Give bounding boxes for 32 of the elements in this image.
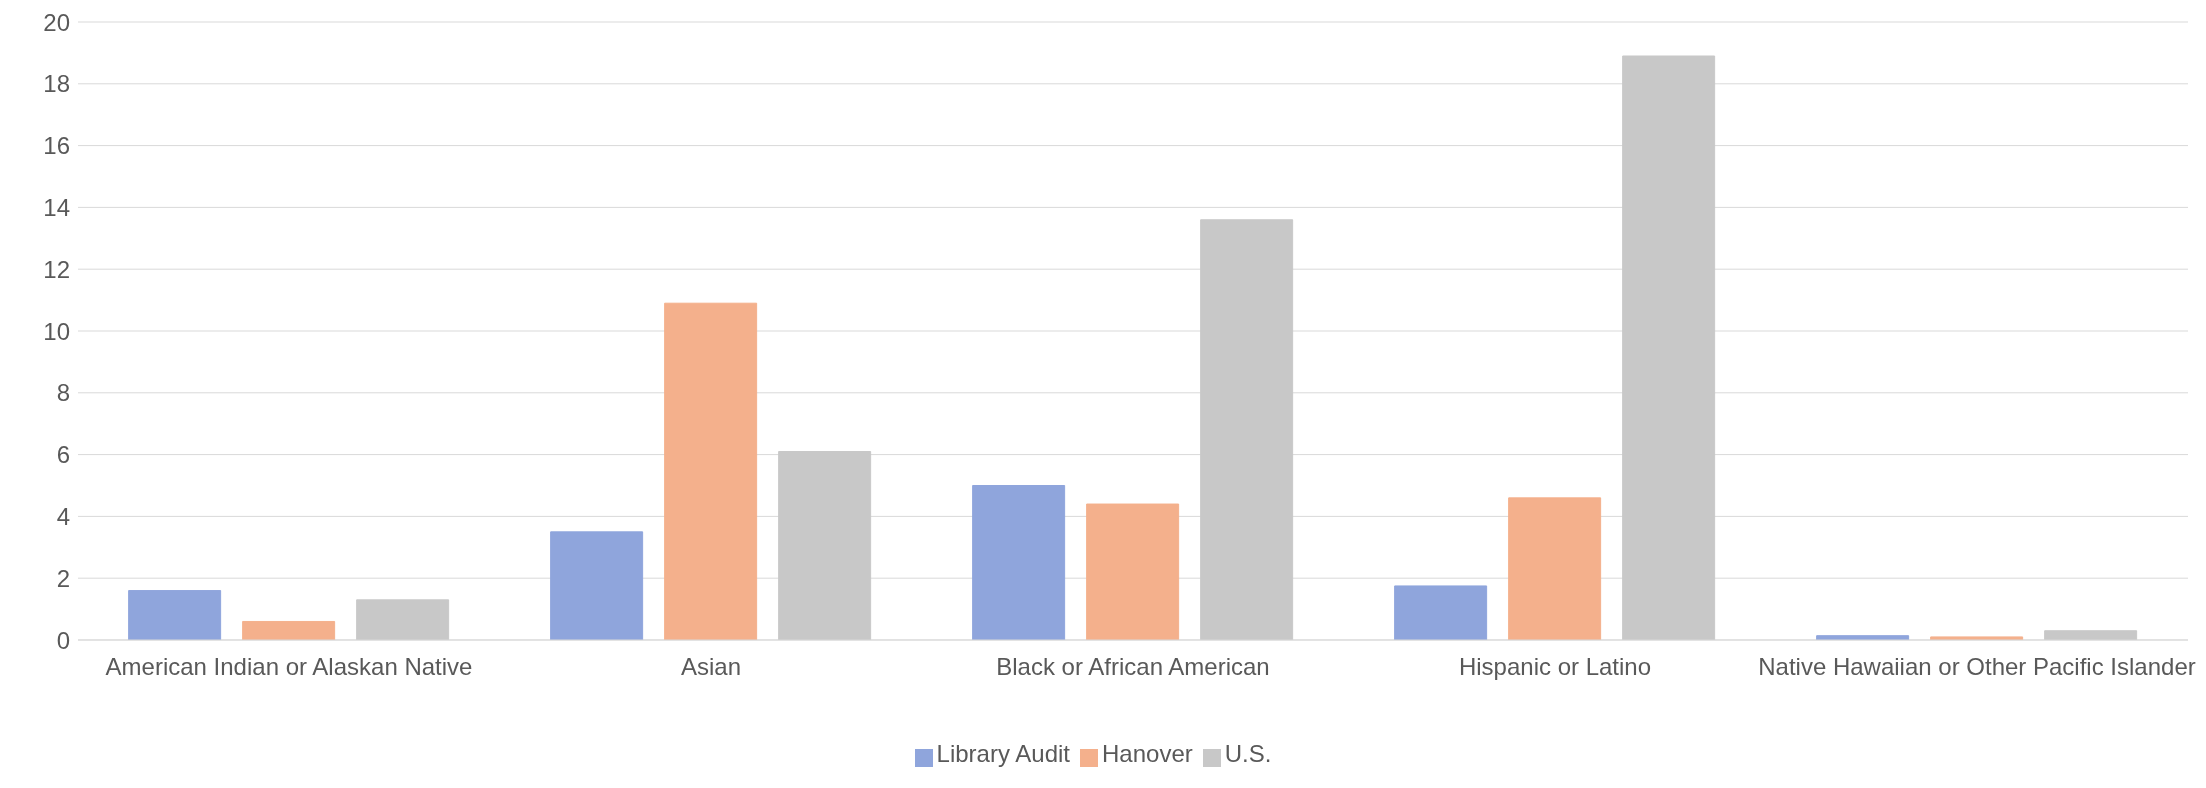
y-tick-label: 14 [43, 193, 70, 221]
y-tick-label: 20 [43, 8, 70, 36]
bar [550, 531, 644, 640]
bar [242, 620, 336, 640]
y-tick-label: 6 [56, 441, 70, 469]
bar [1200, 219, 1294, 640]
x-tick-label: American Indian or Alaskan Native [105, 653, 473, 681]
y-tick-label: 8 [56, 379, 70, 407]
y-tick-label: 18 [43, 70, 70, 98]
y-tick-label: 0 [56, 626, 70, 654]
y-tick-label: 16 [43, 132, 70, 160]
bar [1508, 497, 1602, 640]
x-tick-label: Black or African American [996, 653, 1270, 681]
y-tick-label: 2 [56, 564, 70, 592]
y-tick-label: 12 [43, 255, 70, 283]
bar [972, 485, 1066, 640]
y-tick-label: 4 [56, 502, 70, 530]
bar [664, 302, 758, 640]
bar [2044, 630, 2138, 640]
bar [1394, 585, 1488, 640]
x-tick-label: Native Hawaiian or Other Pacific Islander [1758, 653, 2196, 681]
bar [1086, 503, 1180, 640]
x-tick-label: Hispanic or Latino [1458, 653, 1652, 681]
x-tick-label: Asian [680, 653, 742, 681]
legend-label: Hanover [1102, 740, 1193, 767]
bar [356, 599, 450, 640]
legend-label: U.S. [1224, 740, 1272, 767]
bar [1622, 55, 1716, 640]
y-tick-label: 10 [43, 317, 70, 345]
bar [128, 590, 222, 640]
bar [778, 451, 872, 640]
legend-label: Library Audit [936, 740, 1070, 767]
